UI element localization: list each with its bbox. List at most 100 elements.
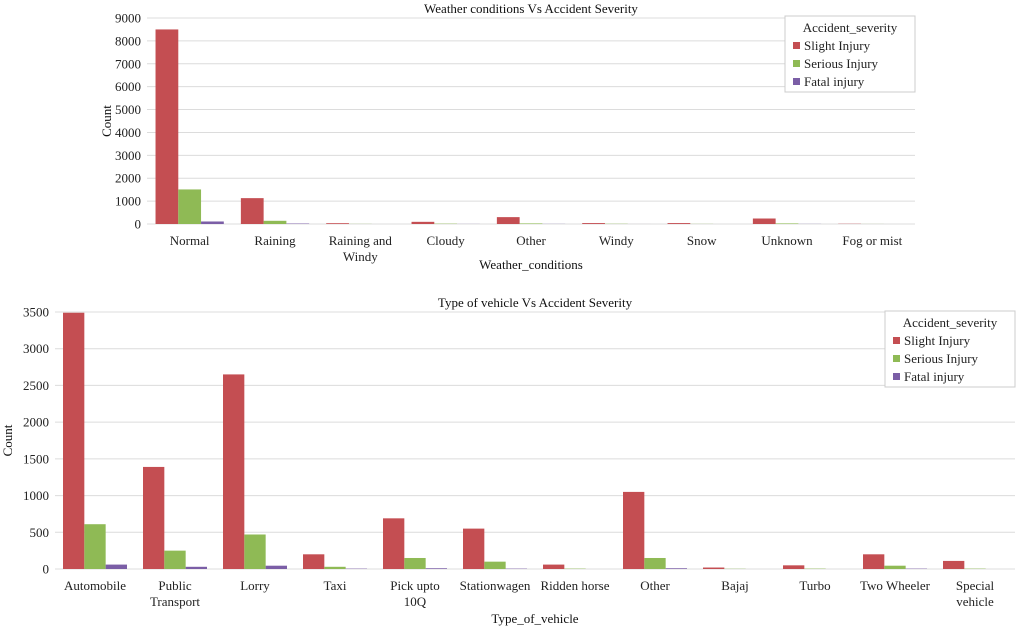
y-tick-label: 5000 <box>115 102 141 117</box>
x-tick-label: Normal <box>170 233 210 248</box>
y-tick-label: 1000 <box>115 194 141 209</box>
bar-slight-injury <box>411 221 435 224</box>
legend-swatch <box>893 355 900 362</box>
x-tick-label: Turbo <box>799 578 830 593</box>
legend-swatch <box>793 60 800 67</box>
y-tick-label: 0 <box>43 562 50 577</box>
bar-fatal-injury <box>105 564 127 569</box>
bar-slight-injury <box>240 198 264 224</box>
y-tick-label: 8000 <box>115 33 141 48</box>
x-tick-label: Stationwagen <box>460 578 531 593</box>
bar-fatal-injury <box>201 221 224 224</box>
legend: Accident_severity Slight Injury Serious In… <box>784 15 916 93</box>
legend-entry: Serious Injury <box>804 56 879 71</box>
bar-fatal-injury <box>185 566 207 569</box>
x-tick-label: Cloudy <box>427 233 466 248</box>
plot-area <box>55 312 1015 569</box>
bar-fatal-injury <box>425 568 447 569</box>
bar-slight-injury <box>863 554 885 569</box>
x-tick-label: Ridden horse <box>541 578 610 593</box>
bar-slight-injury <box>943 560 965 569</box>
x-axis-label: Type_of_vehicle <box>491 611 578 626</box>
y-tick-label: 2000 <box>23 415 49 430</box>
bar-serious-injury <box>404 557 426 569</box>
bar-serious-injury <box>884 565 906 569</box>
x-tick-label: Bajaj <box>721 578 748 593</box>
bar-slight-injury <box>326 223 349 224</box>
bar-slight-injury <box>783 565 805 569</box>
y-tick-label: 7000 <box>115 56 141 71</box>
legend-entry: Fatal injury <box>804 74 865 89</box>
x-axis-label: Weather_conditions <box>479 257 583 272</box>
x-tick-label: Snow <box>687 233 717 248</box>
x-tick-label: Windy <box>599 233 634 248</box>
bar-slight-injury <box>155 29 179 224</box>
x-tick-label: Unknown <box>761 233 813 248</box>
bar-serious-injury <box>164 550 186 569</box>
x-tick-label: Public Transport <box>150 578 200 609</box>
legend-box <box>784 15 916 93</box>
y-tick-label: 3000 <box>115 148 141 163</box>
legend: Accident_severity Slight Injury Serious In… <box>884 310 1016 388</box>
legend-swatch <box>893 337 900 344</box>
bar-slight-injury <box>496 217 520 224</box>
x-tick-label: Raining and Windy <box>329 233 393 264</box>
legend-title: Accident_severity <box>903 315 998 330</box>
bar-slight-injury <box>303 554 325 569</box>
x-tick-label: Pick upto 10Q <box>390 578 439 609</box>
x-tick-label: Other <box>516 233 546 248</box>
x-tick-label: Taxi <box>324 578 347 593</box>
y-axis-label: Count <box>0 424 15 456</box>
vehicle-chart: 0 500 1000 1500 2000 2500 3000 3500 Automobile Pu… <box>0 295 1016 626</box>
bar-slight-injury <box>703 567 725 569</box>
y-tick-label: 1000 <box>23 488 49 503</box>
weather-chart: 0 1000 2000 3000 4000 5000 6000 7000 8000 9000 Nor… <box>99 1 916 272</box>
bar-serious-injury <box>519 223 543 224</box>
y-tick-label: 2500 <box>23 378 49 393</box>
y-tick-label: 0 <box>135 217 142 232</box>
bar-slight-injury <box>463 528 485 569</box>
legend-entry: Serious Injury <box>904 351 979 366</box>
bar-slight-injury <box>623 491 645 569</box>
legend-entry: Slight Injury <box>904 333 971 348</box>
x-tick-label: Automobile <box>64 578 126 593</box>
x-tick-label: Special vehicle <box>956 578 995 609</box>
x-tick-label: Lorry <box>240 578 270 593</box>
bar-serious-injury <box>178 189 202 224</box>
bar-slight-injury <box>582 223 605 224</box>
chart-title: Weather conditions Vs Accident Severity <box>424 1 638 16</box>
legend-entry: Fatal injury <box>904 369 965 384</box>
y-tick-label: 4000 <box>115 125 141 140</box>
y-tick-label: 3500 <box>23 305 49 320</box>
bar-serious-injury <box>263 220 287 224</box>
bar-serious-injury <box>244 534 266 569</box>
bar-slight-injury <box>752 218 776 224</box>
bar-slight-injury <box>543 564 565 569</box>
y-tick-label: 6000 <box>115 79 141 94</box>
bar-fatal-injury <box>265 565 287 569</box>
legend-entry: Slight Injury <box>804 38 871 53</box>
y-tick-label: 500 <box>30 525 50 540</box>
x-tick-label: Fog or mist <box>842 233 902 248</box>
bar-slight-injury <box>63 312 85 569</box>
bar-serious-injury <box>484 561 506 569</box>
legend-swatch <box>793 78 800 85</box>
bar-slight-injury <box>223 374 245 569</box>
bar-serious-injury <box>84 524 106 569</box>
y-tick-label: 1500 <box>23 451 49 466</box>
y-tick-label: 3000 <box>23 341 49 356</box>
y-tick-label: 9000 <box>115 11 141 26</box>
legend-title: Accident_severity <box>803 20 898 35</box>
bar-serious-injury <box>324 566 346 569</box>
y-axis-label: Count <box>99 105 114 137</box>
x-tick-label: Raining <box>254 233 296 248</box>
chart-title: Type of vehicle Vs Accident Severity <box>438 295 633 310</box>
legend-swatch <box>793 42 800 49</box>
bar-slight-injury <box>383 518 405 569</box>
legend-swatch <box>893 373 900 380</box>
y-tick-label: 2000 <box>115 171 141 186</box>
bar-slight-injury <box>667 223 691 224</box>
x-tick-label: Two Wheeler <box>860 578 931 593</box>
bar-serious-injury <box>775 223 799 224</box>
